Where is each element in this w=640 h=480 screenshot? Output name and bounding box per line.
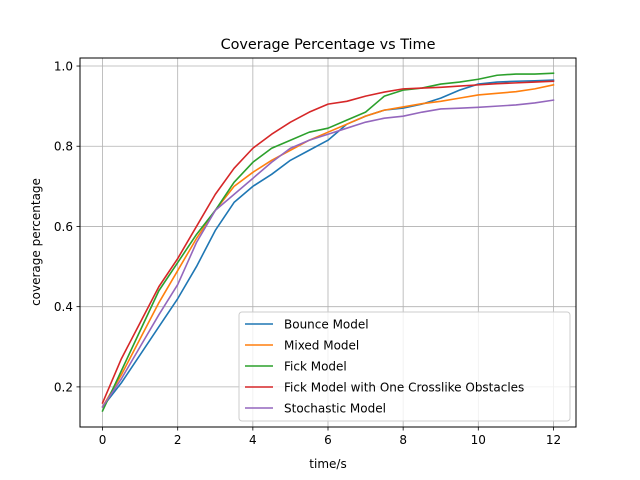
x-tick-label: 4 xyxy=(249,433,257,447)
y-tick-label: 0.2 xyxy=(54,380,73,394)
y-axis-label: coverage percentage xyxy=(29,178,43,306)
legend-entry-1: Mixed Model xyxy=(284,339,359,353)
x-tick-label: 8 xyxy=(399,433,407,447)
y-tick-label: 0.6 xyxy=(54,220,73,234)
legend-entry-4: Stochastic Model xyxy=(284,402,386,416)
y-tick-label: 0.8 xyxy=(54,140,73,154)
series-line-3 xyxy=(101,80,555,404)
axis-ticks: 0 2 4 6 8 10 12 0.2 0.4 0.6 0.8 1.0 xyxy=(54,60,561,447)
y-tick-label: 1.0 xyxy=(54,60,73,74)
series-line-2 xyxy=(101,72,555,413)
x-axis-label: time/s xyxy=(309,457,346,471)
series-line-1 xyxy=(101,83,555,409)
legend: Bounce Model Mixed Model Fick Model Fick Mo… xyxy=(238,311,571,422)
legend-entry-2: Fick Model xyxy=(284,360,347,374)
y-tick-label: 0.4 xyxy=(54,300,73,314)
x-tick-label: 12 xyxy=(546,433,561,447)
grid xyxy=(80,58,576,427)
legend-entry-3: Fick Model with One Crosslike Obstacles xyxy=(284,381,524,395)
legend-box xyxy=(238,311,571,422)
series-line-4 xyxy=(101,99,555,409)
chart-title: Coverage Percentage vs Time xyxy=(221,37,436,53)
x-tick-label: 0 xyxy=(99,433,107,447)
x-tick-label: 10 xyxy=(471,433,486,447)
x-tick-label: 2 xyxy=(174,433,182,447)
x-tick-label: 6 xyxy=(324,433,332,447)
series-lines xyxy=(101,72,555,413)
legend-entry-0: Bounce Model xyxy=(284,318,369,332)
